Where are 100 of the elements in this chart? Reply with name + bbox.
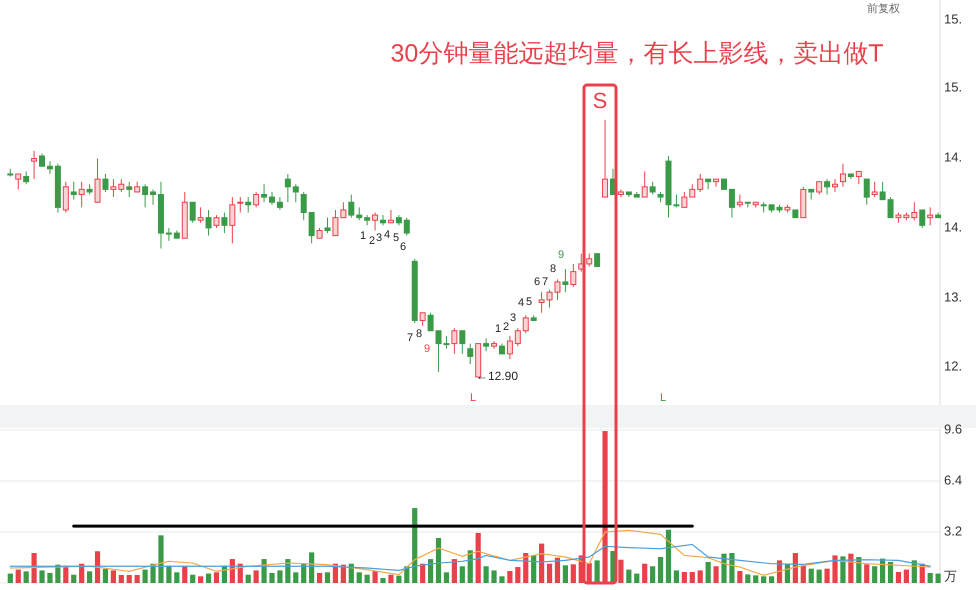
candlestick [562, 268, 568, 293]
candlestick [856, 170, 862, 185]
text: 前复权 [867, 2, 900, 15]
candlestick [919, 209, 926, 228]
candlestick [213, 214, 220, 228]
candlestick [364, 214, 370, 226]
candlestick [546, 289, 553, 308]
candlestick [522, 314, 529, 334]
candlestick [206, 209, 212, 236]
annotation: 4 [518, 296, 524, 309]
text: L [660, 392, 666, 404]
candlestick [46, 160, 53, 174]
candlestick [102, 173, 108, 192]
y-tick-label: 3.2 [944, 523, 962, 538]
text: 15. [944, 11, 962, 26]
candlestick [118, 178, 124, 192]
candlestick [864, 178, 870, 206]
candlestick [78, 181, 85, 208]
candlestick [126, 181, 132, 198]
annotation: 6 [400, 240, 406, 253]
annotation: 6 [534, 276, 540, 288]
annotation: 8 [550, 262, 556, 275]
candlestick [840, 163, 846, 188]
annotation: 9 [424, 342, 430, 355]
candlestick [888, 196, 894, 218]
annotation: 3 [376, 232, 382, 244]
candlestick [276, 196, 283, 210]
text: L [470, 392, 476, 404]
candlestick [237, 196, 244, 214]
candlestick [284, 173, 291, 203]
candlestick [642, 170, 648, 198]
candlestick [268, 191, 275, 206]
annotation: 7 [542, 276, 548, 288]
candlestick [324, 217, 330, 234]
candlestick [880, 181, 886, 200]
candlestick [760, 202, 767, 214]
candlestick [911, 202, 918, 221]
candlestick [150, 188, 156, 206]
candlestick [142, 184, 148, 208]
text: S [592, 88, 608, 113]
annotation: 3 [510, 312, 516, 324]
candlestick [166, 227, 172, 242]
text: 12. [944, 358, 962, 374]
candlestick [308, 212, 315, 244]
candlestick [292, 184, 299, 203]
candlestick [506, 335, 513, 360]
candlestick [602, 120, 608, 198]
candlestick [221, 212, 228, 234]
candlestick [681, 191, 688, 208]
candlestick [673, 194, 680, 208]
candlestick [245, 196, 252, 214]
candlestick [372, 212, 378, 232]
candlestick [39, 152, 46, 167]
candlestick [261, 184, 268, 203]
text: 14. [944, 149, 962, 164]
candlestick [332, 209, 338, 236]
candlestick [94, 158, 101, 203]
candlestick [380, 214, 386, 226]
annotation: 7 [406, 332, 414, 344]
candlestick [538, 292, 545, 314]
candlestick [808, 188, 814, 200]
text: 15. [944, 79, 962, 94]
annotation: 5 [526, 296, 532, 308]
candlestick [498, 343, 505, 354]
candlestick [300, 191, 307, 221]
annotation: 8 [416, 328, 422, 340]
candlestick [198, 206, 204, 224]
candlestick [658, 191, 664, 203]
candlestick [872, 181, 878, 198]
text: 30分钟量能远超均量，有长上影线，卖出做T [390, 40, 884, 68]
annotation: 5 [392, 232, 400, 244]
candlestick [340, 202, 346, 218]
annotation: 2 [368, 234, 376, 247]
candlestick [586, 253, 592, 267]
candlestick [927, 206, 934, 226]
candlestick [650, 181, 656, 196]
candlestick [229, 196, 236, 244]
y-tick-label: 6.4 [944, 472, 962, 488]
candlestick [816, 181, 822, 196]
candlestick [705, 178, 712, 190]
candlestick [728, 188, 735, 218]
candlestick [86, 184, 93, 196]
candlestick [570, 263, 576, 288]
candlestick [895, 212, 902, 224]
candlestick [62, 181, 69, 214]
candlestick [443, 335, 450, 350]
candlestick [253, 191, 260, 208]
candlestick [420, 312, 426, 326]
candlestick [23, 170, 30, 185]
y-tick-label: 万 [944, 568, 957, 584]
candlestick [824, 178, 830, 196]
annotation: 4 [384, 228, 390, 241]
candlestick [110, 178, 116, 198]
y-tick-label: 9.6 [944, 421, 962, 436]
candlestick [736, 194, 743, 208]
candlestick [388, 209, 394, 224]
candlestick [396, 214, 402, 226]
candlestick [70, 181, 77, 200]
candlestick [554, 278, 560, 300]
candlestick [404, 217, 410, 236]
